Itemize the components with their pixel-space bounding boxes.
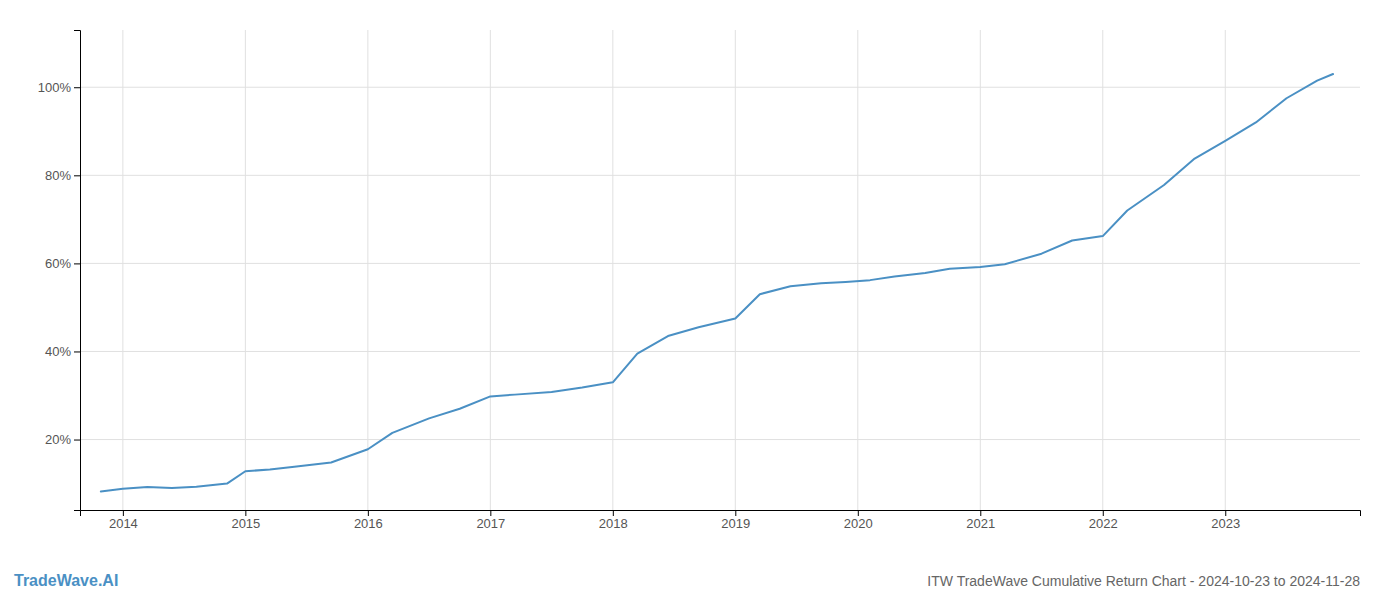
grid-line-x	[122, 30, 123, 510]
y-tick: 40%	[45, 344, 80, 359]
x-axis: 2014 2015 2016 2017 2018 2019 2020 2021 2022 2023	[81, 510, 1361, 531]
y-tick-label: 60%	[45, 256, 71, 271]
y-tick-mark	[74, 175, 80, 176]
grid-line-y	[80, 439, 1360, 440]
watermark: TradeWave.AI	[14, 572, 118, 589]
line	[101, 74, 1333, 491]
x-tick-mark	[980, 510, 981, 516]
x-axis-line	[81, 511, 1361, 517]
x-tick-mark	[1225, 510, 1226, 516]
x-tick: 2020	[844, 510, 873, 531]
x-tick-label: 2023	[1211, 516, 1240, 531]
marks	[101, 74, 1333, 491]
y-axis-line	[74, 31, 81, 511]
chart: 2014 2015 2016 2017 2018 2019 2020 2021 2022 2023…	[0, 0, 1400, 600]
x-tick-mark	[123, 510, 124, 516]
x-tick-mark	[490, 510, 491, 516]
x-tick-label: 2014	[109, 516, 138, 531]
y-tick-mark	[74, 263, 80, 264]
x-tick: 2017	[476, 510, 505, 531]
x-tick-mark	[613, 510, 614, 516]
x-tick-label: 2021	[966, 516, 995, 531]
x-tick-label: 2017	[476, 516, 505, 531]
x-tick-mark	[858, 510, 859, 516]
y-tick-label: 20%	[45, 432, 71, 447]
y-tick: 80%	[45, 168, 80, 183]
grid-line-x	[1225, 30, 1226, 510]
x-tick-mark	[368, 510, 369, 516]
grid-line-x	[245, 30, 246, 510]
x-tick: 2023	[1211, 510, 1240, 531]
x-tick-label: 2015	[231, 516, 260, 531]
plot: 2014 2015 2016 2017 2018 2019 2020 2021 2022 2023…	[38, 30, 1361, 531]
grid-line-x	[367, 30, 368, 510]
grid-line-y	[80, 175, 1360, 176]
grid-line-x	[980, 30, 981, 510]
grid-line-x	[490, 30, 491, 510]
y-tick: 60%	[45, 256, 80, 271]
title: ITW TradeWave Cumulative Return Chart - …	[927, 573, 1360, 589]
x-tick: 2021	[966, 510, 995, 531]
x-tick-label: 2019	[721, 516, 750, 531]
grid-line-y	[80, 351, 1360, 352]
grid-line-x	[1102, 30, 1103, 510]
y-tick-mark	[74, 440, 80, 441]
x-tick: 2016	[354, 510, 383, 531]
y-tick-label: 80%	[45, 168, 71, 183]
x-tick-mark	[735, 510, 736, 516]
y-axis: 20% 40% 60% 80% 100%	[38, 31, 81, 511]
grid-line-y	[80, 87, 1360, 88]
x-tick: 2015	[231, 510, 260, 531]
grid-line-x	[612, 30, 613, 510]
x-tick: 2019	[721, 510, 750, 531]
y-tick-mark	[74, 87, 80, 88]
x-tick-label: 2018	[599, 516, 628, 531]
x-tick-mark	[1103, 510, 1104, 516]
x-tick-label: 2022	[1089, 516, 1118, 531]
x-tick-label: 2016	[354, 516, 383, 531]
x-tick-label: 2020	[844, 516, 873, 531]
x-tick: 2014	[109, 510, 138, 531]
grid	[80, 30, 1360, 510]
y-tick: 100%	[38, 80, 80, 95]
x-tick: 2018	[599, 510, 628, 531]
y-tick-mark	[74, 351, 80, 352]
y-tick-label: 100%	[38, 80, 72, 95]
y-tick: 20%	[45, 432, 80, 447]
grid-line-x	[735, 30, 736, 510]
y-tick-label: 40%	[45, 344, 71, 359]
grid-line-x	[857, 30, 858, 510]
x-tick-mark	[245, 510, 246, 516]
x-tick: 2022	[1089, 510, 1118, 531]
grid-line-y	[80, 263, 1360, 264]
